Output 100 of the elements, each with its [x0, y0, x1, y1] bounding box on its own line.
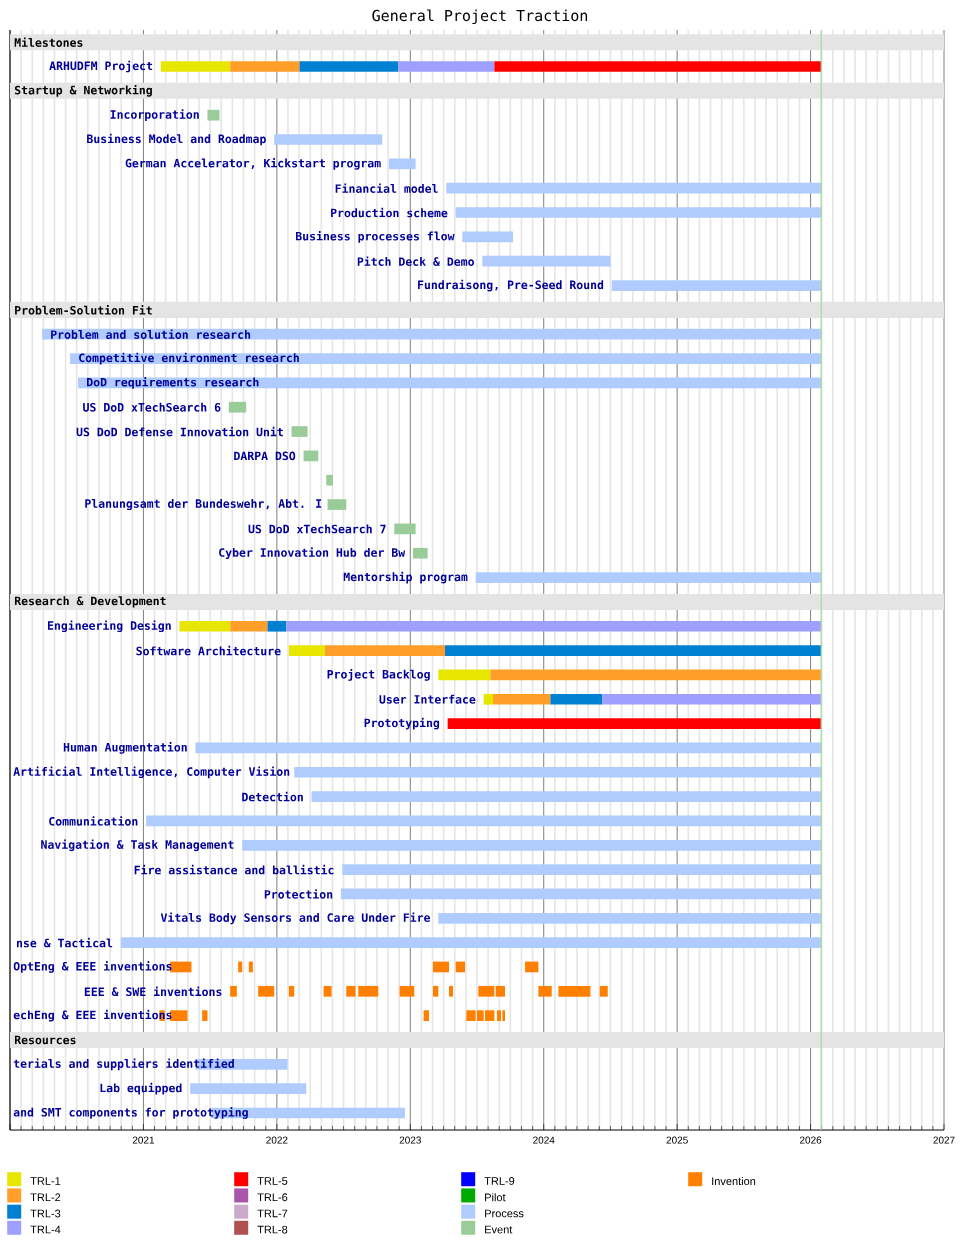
y-tick-label: US DoD xTechSearch 6 — [83, 402, 221, 412]
y-tick-label: Problem-Solution Fit — [15, 305, 152, 315]
y-tick-label: Business Model and Roadmap — [87, 133, 266, 146]
bar — [327, 499, 347, 510]
bar — [70, 353, 822, 364]
bar — [274, 134, 383, 145]
x-tick-label: 2023 — [399, 1136, 421, 1144]
y-tick-label: US DoD Defense Innovation Unit — [76, 426, 283, 437]
bar — [202, 1010, 208, 1021]
legend-label: TRL-4 — [30, 1225, 61, 1234]
bar — [288, 985, 295, 997]
y-tick-label: Project Backlog — [327, 669, 430, 681]
y-tick-label: ARHUDFM Project — [49, 60, 153, 73]
bar — [497, 1010, 502, 1021]
bar — [423, 1010, 429, 1021]
bar — [388, 158, 416, 170]
legend-label: TRL-5 — [257, 1177, 288, 1185]
legend-label: TRL-2 — [30, 1193, 61, 1202]
bar — [438, 912, 822, 924]
bar — [311, 791, 822, 802]
bar — [394, 523, 416, 535]
bar — [248, 961, 253, 973]
y-tick-label: Resources — [14, 1035, 76, 1045]
bar — [493, 693, 551, 705]
legend-label: Pilot — [485, 1193, 506, 1202]
bar — [326, 474, 333, 486]
legend-label: TRL-1 — [30, 1177, 61, 1185]
x-tick-label: 2021 — [132, 1136, 155, 1144]
bar — [432, 961, 449, 973]
x-tick-label: 2026 — [799, 1136, 822, 1144]
y-tick-label: Lab equipped — [100, 1082, 182, 1095]
y-tick-label: Competitive environment research — [79, 352, 299, 365]
bar — [611, 280, 822, 291]
bar — [398, 61, 495, 72]
bar — [146, 815, 822, 827]
bar — [478, 985, 495, 997]
y-tick-label: Artificial Intelligence, Computer Vision — [13, 766, 290, 779]
bar — [447, 718, 822, 729]
bar — [195, 742, 822, 754]
bar — [358, 985, 379, 997]
bar — [230, 620, 268, 632]
bar — [238, 961, 243, 973]
bar — [446, 182, 822, 194]
y-tick-label: Protection — [264, 889, 333, 899]
x-tick-label: 2022 — [266, 1136, 288, 1144]
y-tick-label: nse & Tactical — [16, 937, 113, 948]
bar — [412, 547, 428, 559]
bar — [432, 985, 439, 997]
bar — [599, 985, 608, 997]
bar — [258, 985, 275, 997]
bar — [342, 864, 822, 875]
y-tick-label: EEE & SWE inventions — [84, 986, 222, 997]
y-tick-label: Startup & Networking — [14, 84, 152, 97]
y-tick-label: terials and suppliers identified — [13, 1058, 234, 1071]
bar — [291, 426, 308, 437]
bar — [288, 645, 325, 656]
legend-label: TRL-3 — [30, 1209, 61, 1218]
bar — [558, 985, 591, 997]
bar — [120, 937, 822, 948]
bar — [538, 985, 552, 997]
bar — [286, 620, 822, 632]
bar — [294, 766, 822, 778]
y-tick-label: Planungsamt der Bundeswehr, Abt. I — [85, 499, 322, 511]
legend-label: TRL-7 — [257, 1209, 288, 1218]
bar — [455, 207, 822, 218]
bar — [482, 255, 611, 267]
bar — [495, 985, 506, 997]
bar — [399, 985, 415, 997]
y-tick-label: DARPA DSO — [234, 451, 296, 461]
y-tick-label: US DoD xTechSearch 7 — [248, 524, 386, 534]
bar — [42, 328, 822, 340]
bar — [207, 109, 220, 121]
bar — [490, 669, 822, 681]
y-tick-label: Production scheme — [331, 207, 448, 218]
bar — [438, 669, 491, 681]
y-tick-label: Vitals Body Sensors and Care Under Fire — [160, 912, 431, 925]
legend-label: TRL-6 — [257, 1193, 288, 1202]
bar — [444, 645, 822, 656]
legend-label: Event — [485, 1225, 513, 1234]
y-tick-label: Navigation & Task Management — [41, 839, 234, 852]
y-tick-label: Communication — [49, 816, 138, 826]
bar — [242, 839, 822, 851]
bar — [475, 572, 822, 583]
y-tick-label: Fire assistance and ballistic — [134, 864, 334, 875]
y-tick-label: Pitch Deck & Demo — [357, 256, 474, 266]
chart-title: General Project Traction — [372, 9, 588, 25]
bar — [267, 620, 287, 632]
x-tick-label: 2025 — [666, 1136, 688, 1144]
legend-label: Process — [485, 1209, 524, 1218]
legend-label: TRL-9 — [484, 1177, 515, 1185]
bar — [602, 693, 822, 705]
bar — [323, 985, 332, 997]
bar — [346, 985, 356, 997]
bar — [462, 231, 514, 243]
bar — [170, 961, 192, 973]
y-tick-label: Incorporation — [110, 109, 199, 122]
y-tick-label: Prototyping — [364, 717, 440, 730]
bar — [340, 888, 822, 900]
y-tick-label: User Interface — [379, 694, 476, 704]
bar — [494, 61, 822, 72]
